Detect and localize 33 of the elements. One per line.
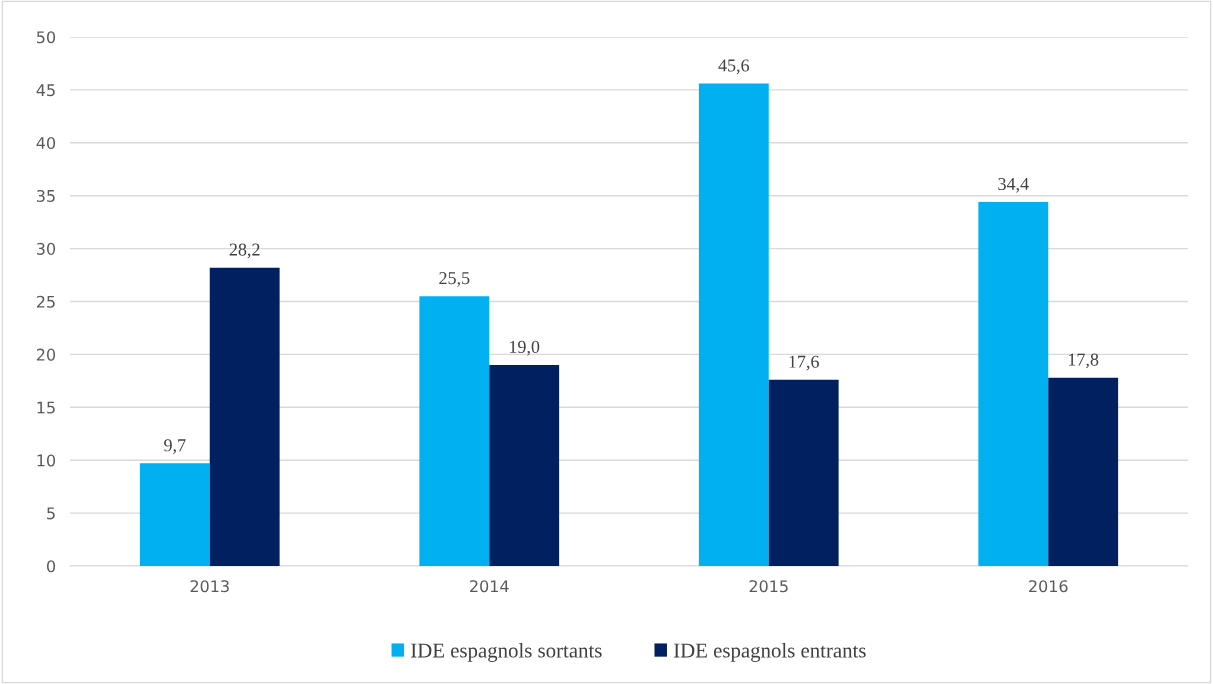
x-tick-label: 2014 [470,580,509,593]
bar [209,267,280,566]
bar [489,364,560,566]
y-tick-label: 45 [36,84,55,97]
y-tick-label: 50 [37,31,56,44]
data-label: 17,6 [789,355,819,371]
bar [698,83,769,566]
y-tick-label: 20 [36,348,56,361]
data-label: 17,8 [1068,353,1099,369]
legend-label: IDE espagnols entrants [673,642,866,662]
y-tick-label: 0 [47,560,56,573]
y-tick-label: 35 [37,189,55,202]
data-label: 19,0 [509,340,540,356]
y-tick-label: 10 [37,454,56,467]
bar [419,296,490,566]
bar [1048,377,1119,566]
data-label: 25,5 [439,272,470,287]
bar [139,463,210,566]
y-tick-label: 30 [37,242,56,255]
bar [978,202,1049,566]
x-tick-label: 2016 [1029,580,1068,593]
x-tick-label: 2015 [749,580,788,593]
y-tick-label: 5 [47,507,55,520]
data-label: 28,2 [229,243,260,259]
bar [768,379,839,566]
y-tick-label: 15 [37,401,55,414]
x-tick-label: 2013 [190,580,229,593]
y-tick-label: 25 [36,295,55,308]
legend-label: IDE espagnols sortants [411,642,602,662]
data-label: 9,7 [164,439,186,454]
data-label: 45,6 [718,59,750,75]
y-tick-label: 40 [36,137,56,150]
data-label: 34,4 [998,177,1029,193]
